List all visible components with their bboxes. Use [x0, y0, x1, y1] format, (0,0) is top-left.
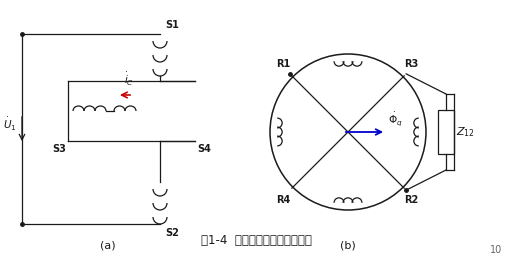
Text: $Z_{12}$: $Z_{12}$ — [456, 125, 475, 139]
Text: $\dot{i}_C$: $\dot{i}_C$ — [124, 71, 134, 88]
Text: (a): (a) — [100, 241, 116, 251]
Text: S2: S2 — [165, 228, 179, 238]
Text: R4: R4 — [276, 195, 290, 205]
Bar — [438, 110, 454, 154]
Text: 10: 10 — [490, 245, 502, 255]
Text: $\dot{U}_1$: $\dot{U}_1$ — [3, 116, 17, 133]
Text: R1: R1 — [276, 59, 290, 69]
Text: S1: S1 — [165, 20, 179, 30]
Text: R2: R2 — [404, 195, 419, 205]
Text: R3: R3 — [404, 59, 419, 69]
Text: 图1-4  一次侧补偿的旋转变压器: 图1-4 一次侧补偿的旋转变压器 — [200, 234, 311, 248]
Text: $\dot{\Phi}_q$: $\dot{\Phi}_q$ — [388, 110, 403, 128]
Text: S3: S3 — [52, 144, 66, 154]
Text: (b): (b) — [340, 241, 356, 251]
Text: S4: S4 — [197, 144, 211, 154]
